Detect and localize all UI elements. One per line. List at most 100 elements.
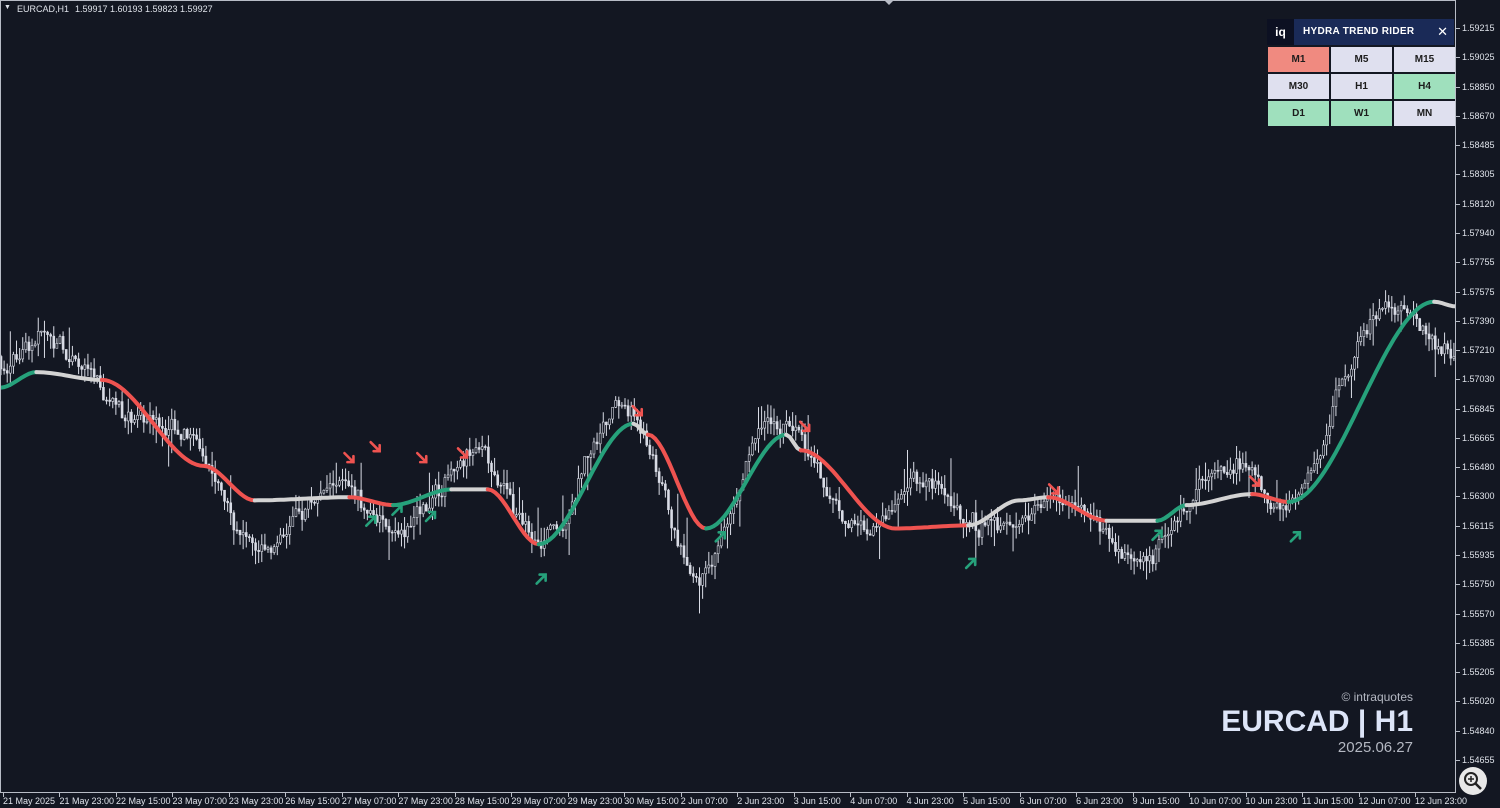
candle-body (1275, 502, 1279, 508)
candle-body (623, 404, 627, 407)
tf-button-h4[interactable]: H4 (1394, 74, 1455, 99)
candle-body (1132, 558, 1136, 562)
candle-body (201, 448, 205, 457)
candle-body (474, 447, 478, 453)
candle-body (1384, 301, 1387, 309)
candle-body (1415, 314, 1418, 319)
trend-segment-bull (1155, 503, 1189, 523)
candle-body (431, 497, 434, 509)
candle-body (620, 404, 624, 407)
tf-button-h1[interactable]: H1 (1331, 74, 1392, 99)
price-tick (1456, 86, 1460, 88)
candle-body (300, 510, 304, 520)
candle-body (1340, 378, 1344, 386)
price-tick (1456, 350, 1460, 352)
candle-body (223, 489, 226, 502)
candle-body (1235, 458, 1238, 474)
candle-body (552, 524, 555, 526)
close-icon[interactable]: ✕ (1437, 24, 1448, 39)
candle-body (1362, 330, 1366, 337)
candle-body (158, 417, 161, 427)
candle-body (126, 411, 130, 422)
watermark-symbol: EURCAD | H1 (1221, 705, 1413, 738)
tf-button-mn[interactable]: MN (1394, 101, 1455, 126)
candle-body (151, 414, 155, 420)
price-label: 1.57390 (1462, 315, 1495, 326)
trend-segment-neutral (966, 495, 1051, 528)
price-tick (1456, 730, 1460, 732)
time-tick (341, 793, 343, 797)
price-chart[interactable] (0, 0, 1456, 793)
candle-body (729, 513, 732, 525)
candle-body (1219, 466, 1223, 471)
time-label: 29 May 23:00 (567, 796, 623, 806)
candle-body (1387, 301, 1391, 308)
time-axis[interactable]: 21 May 2025 21 May 23:00 22 May 15:00 23 Ma… (0, 793, 1467, 808)
caret-down-icon[interactable]: ▼ (4, 4, 11, 11)
candle-body (1331, 406, 1335, 427)
candle-body (192, 434, 195, 436)
watermark-date: 2025.06.27 (1337, 739, 1413, 756)
time-tick (1076, 793, 1078, 797)
candle-body (713, 553, 717, 567)
tf-button-m1[interactable]: M1 (1268, 47, 1329, 72)
tf-button-d1[interactable]: D1 (1268, 101, 1329, 126)
candle-body (493, 471, 496, 476)
candle-body (695, 576, 698, 578)
candle-body (1185, 510, 1189, 513)
candle-body (418, 506, 422, 515)
scroll-marker-icon[interactable] (884, 0, 894, 5)
time-tick (737, 793, 739, 797)
candle-body (943, 488, 947, 496)
candle-body (698, 577, 701, 586)
candle-body (673, 527, 676, 531)
time-label: 30 May 15:00 (624, 796, 679, 806)
candle-body (95, 375, 99, 378)
candle-body (1244, 463, 1248, 468)
time-label: 2 Jun 23:00 (737, 796, 785, 806)
candle-body (1229, 469, 1232, 475)
candle-body (415, 506, 419, 518)
tf-button-w1[interactable]: W1 (1331, 101, 1392, 126)
candle-body (918, 482, 922, 485)
candle-body (161, 425, 164, 429)
tf-button-m5[interactable]: M5 (1331, 47, 1392, 72)
candle-body (785, 420, 788, 425)
candle-body (1104, 527, 1108, 530)
candle-body (1430, 335, 1434, 340)
candle-body (1421, 325, 1425, 332)
candle-body (40, 330, 43, 333)
candle-body (816, 462, 819, 464)
candle-body (518, 512, 521, 515)
candle-body (592, 441, 596, 455)
price-axis[interactable]: 1.59215 1.59025 1.58850 1.58670 1.58485 1.583… (1456, 0, 1500, 808)
candle-body (1232, 469, 1235, 474)
candle-body (791, 425, 794, 431)
candle-body (1433, 335, 1437, 350)
time-label: 29 May 07:00 (511, 796, 566, 806)
candle-body (580, 473, 583, 479)
time-tick (906, 793, 908, 797)
tf-button-m15[interactable]: M15 (1394, 47, 1455, 72)
time-tick (1358, 793, 1360, 797)
panel-title: HYDRA TREND RIDER (1303, 26, 1415, 37)
candle-body (679, 545, 683, 548)
trend-segment-neutral (34, 370, 104, 382)
candle-body (291, 516, 295, 527)
candle-body (1309, 470, 1313, 474)
candle-body (36, 330, 40, 345)
ohlc-values: 1.59917 1.60193 1.59823 1.59927 (74, 4, 213, 14)
candle-body (1300, 487, 1304, 495)
candle-body (272, 546, 276, 553)
zoom-icon[interactable] (1458, 766, 1488, 796)
candle-body (822, 477, 825, 488)
candle-body (1325, 435, 1328, 446)
trend-segment-bull (536, 421, 636, 547)
time-label: 23 May 07:00 (172, 796, 227, 806)
sell-arrow-icon (456, 447, 469, 459)
sell-arrow-icon (343, 451, 355, 464)
panel-header[interactable]: iq HYDRA TREND RIDER ✕ (1267, 19, 1454, 45)
tf-button-m30[interactable]: M30 (1268, 74, 1329, 99)
time-tick (115, 793, 117, 797)
price-tick (1456, 437, 1460, 439)
